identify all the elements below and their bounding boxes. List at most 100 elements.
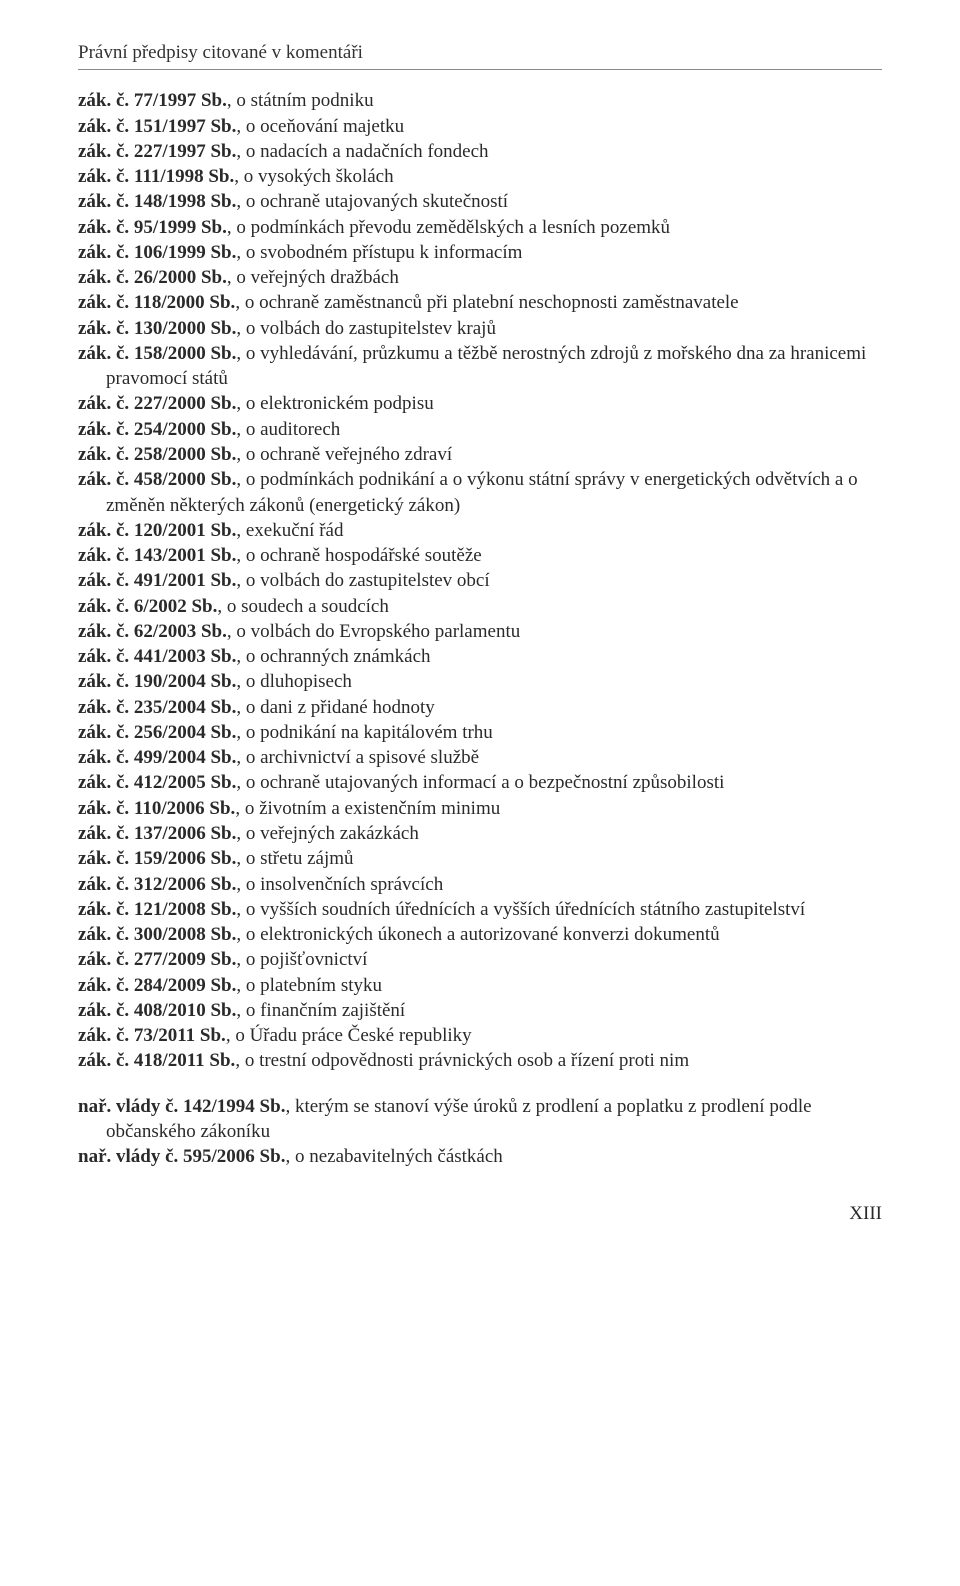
laws-desc: , o veřejných dražbách — [227, 267, 399, 288]
laws-entry: zák. č. 62/2003 Sb., o volbách do Evrops… — [78, 619, 882, 644]
laws-ref: zák. č. 73/2011 Sb. — [78, 1025, 226, 1046]
laws-entry: zák. č. 106/1999 Sb., o svobodném přístu… — [78, 240, 882, 265]
laws-entry: zák. č. 258/2000 Sb., o ochraně veřejnéh… — [78, 442, 882, 467]
laws-desc: , o vysokých školách — [234, 166, 393, 187]
laws-entry: zák. č. 26/2000 Sb., o veřejných dražbác… — [78, 265, 882, 290]
laws-entry: zák. č. 254/2000 Sb., o auditorech — [78, 417, 882, 442]
laws-ref: zák. č. 441/2003 Sb. — [78, 646, 236, 667]
page-number: XIII — [78, 1201, 882, 1226]
laws-entry: zák. č. 277/2009 Sb., o pojišťovnictví — [78, 947, 882, 972]
laws-ref: zák. č. 121/2008 Sb. — [78, 899, 236, 920]
laws-entry: zák. č. 190/2004 Sb., o dluhopisech — [78, 669, 882, 694]
laws-desc: , o ochranných známkách — [236, 646, 430, 667]
laws-desc: , o dluhopisech — [236, 671, 352, 692]
laws-ref: zák. č. 110/2006 Sb. — [78, 798, 235, 819]
laws-entry: zák. č. 121/2008 Sb., o vyšších soudních… — [78, 897, 882, 922]
laws-desc: , o ochraně utajovaných informací a o be… — [236, 772, 724, 793]
laws-desc: , o volbách do zastupitelstev krajů — [236, 318, 496, 339]
laws-ref: zák. č. 412/2005 Sb. — [78, 772, 236, 793]
laws-desc: , o veřejných zakázkách — [236, 823, 419, 844]
laws-ref: zák. č. 137/2006 Sb. — [78, 823, 236, 844]
decrees-entry: nař. vlády č. 595/2006 Sb., o nezabavite… — [78, 1144, 882, 1169]
laws-entry: zák. č. 148/1998 Sb., o ochraně utajovan… — [78, 189, 882, 214]
laws-ref: zák. č. 458/2000 Sb. — [78, 469, 236, 490]
laws-desc: , o insolvenčních správcích — [236, 874, 443, 895]
laws-desc: , o elektronických úkonech a autorizovan… — [236, 924, 719, 945]
decrees-ref: nař. vlády č. 142/1994 Sb. — [78, 1096, 285, 1117]
laws-ref: zák. č. 130/2000 Sb. — [78, 318, 236, 339]
laws-ref: zák. č. 158/2000 Sb. — [78, 343, 236, 364]
laws-desc: , exekuční řád — [236, 520, 343, 541]
laws-entry: zák. č. 227/1997 Sb., o nadacích a nadač… — [78, 139, 882, 164]
laws-entry: zák. č. 441/2003 Sb., o ochranných známk… — [78, 644, 882, 669]
laws-ref: zák. č. 284/2009 Sb. — [78, 975, 236, 996]
laws-entry: zák. č. 284/2009 Sb., o platebním styku — [78, 973, 882, 998]
laws-desc: , o auditorech — [236, 419, 340, 440]
laws-entry: zák. č. 159/2006 Sb., o střetu zájmů — [78, 846, 882, 871]
laws-desc: , o střetu zájmů — [236, 848, 353, 869]
laws-desc: , o podnikání na kapitálovém trhu — [236, 722, 492, 743]
laws-entry: zák. č. 412/2005 Sb., o ochraně utajovan… — [78, 770, 882, 795]
laws-ref: zák. č. 258/2000 Sb. — [78, 444, 236, 465]
laws-desc: , o archivnictví a spisové službě — [236, 747, 479, 768]
decrees-ref: nař. vlády č. 595/2006 Sb. — [78, 1146, 285, 1167]
laws-desc: , o ochraně zaměstnanců při platební nes… — [235, 292, 738, 313]
laws-ref: zák. č. 95/1999 Sb. — [78, 217, 227, 238]
laws-entry: zák. č. 77/1997 Sb., o státním podniku — [78, 88, 882, 113]
laws-entry: zák. č. 118/2000 Sb., o ochraně zaměstna… — [78, 290, 882, 315]
laws-desc: , o nadacích a nadačních fondech — [236, 141, 488, 162]
laws-desc: , o platebním styku — [236, 975, 382, 996]
laws-entry: zák. č. 256/2004 Sb., o podnikání na kap… — [78, 720, 882, 745]
laws-desc: , o svobodném přístupu k informacím — [236, 242, 522, 263]
laws-desc: , o volbách do Evropského parlamentu — [227, 621, 520, 642]
laws-desc: , o oceňování majetku — [236, 116, 404, 137]
laws-desc: , o soudech a soudcích — [217, 596, 388, 617]
laws-ref: zák. č. 300/2008 Sb. — [78, 924, 236, 945]
laws-desc: , o ochraně utajovaných skutečností — [236, 191, 508, 212]
laws-entry: zák. č. 130/2000 Sb., o volbách do zastu… — [78, 316, 882, 341]
laws-desc: , o pojišťovnictví — [236, 949, 367, 970]
laws-ref: zák. č. 26/2000 Sb. — [78, 267, 227, 288]
laws-entry: zák. č. 408/2010 Sb., o finančním zajišt… — [78, 998, 882, 1023]
laws-entry: zák. č. 95/1999 Sb., o podmínkách převod… — [78, 215, 882, 240]
laws-ref: zák. č. 499/2004 Sb. — [78, 747, 236, 768]
laws-ref: zák. č. 256/2004 Sb. — [78, 722, 236, 743]
laws-ref: zák. č. 190/2004 Sb. — [78, 671, 236, 692]
laws-ref: zák. č. 143/2001 Sb. — [78, 545, 236, 566]
decrees-list: nař. vlády č. 142/1994 Sb., kterým se st… — [78, 1094, 882, 1170]
laws-desc: , o státním podniku — [227, 90, 374, 111]
laws-ref: zák. č. 491/2001 Sb. — [78, 570, 236, 591]
laws-entry: zák. č. 6/2002 Sb., o soudech a soudcích — [78, 594, 882, 619]
laws-ref: zák. č. 312/2006 Sb. — [78, 874, 236, 895]
laws-ref: zák. č. 418/2011 Sb. — [78, 1050, 235, 1071]
laws-ref: zák. č. 235/2004 Sb. — [78, 697, 236, 718]
laws-ref: zák. č. 62/2003 Sb. — [78, 621, 227, 642]
laws-entry: zák. č. 312/2006 Sb., o insolvenčních sp… — [78, 872, 882, 897]
laws-desc: , o volbách do zastupitelstev obcí — [236, 570, 489, 591]
laws-ref: zák. č. 6/2002 Sb. — [78, 596, 217, 617]
decrees-entry: nař. vlády č. 142/1994 Sb., kterým se st… — [78, 1094, 882, 1145]
laws-ref: zák. č. 408/2010 Sb. — [78, 1000, 236, 1021]
laws-ref: zák. č. 227/1997 Sb. — [78, 141, 236, 162]
laws-desc: , o životním a existenčním minimu — [235, 798, 500, 819]
laws-list: zák. č. 77/1997 Sb., o státním podnikuzá… — [78, 88, 882, 1073]
laws-entry: zák. č. 418/2011 Sb., o trestní odpovědn… — [78, 1048, 882, 1073]
decrees-desc: , o nezabavitelných částkách — [285, 1146, 502, 1167]
laws-desc: , o ochraně veřejného zdraví — [236, 444, 452, 465]
laws-entry: zák. č. 491/2001 Sb., o volbách do zastu… — [78, 568, 882, 593]
laws-desc: , o elektronickém podpisu — [236, 393, 433, 414]
laws-ref: zák. č. 77/1997 Sb. — [78, 90, 227, 111]
laws-ref: zák. č. 118/2000 Sb. — [78, 292, 235, 313]
laws-desc: , o podmínkách převodu zemědělských a le… — [227, 217, 670, 238]
laws-entry: zák. č. 120/2001 Sb., exekuční řád — [78, 518, 882, 543]
laws-ref: zák. č. 111/1998 Sb. — [78, 166, 234, 187]
laws-entry: zák. č. 499/2004 Sb., o archivnictví a s… — [78, 745, 882, 770]
laws-entry: zák. č. 300/2008 Sb., o elektronických ú… — [78, 922, 882, 947]
laws-entry: zák. č. 73/2011 Sb., o Úřadu práce České… — [78, 1023, 882, 1048]
laws-entry: zák. č. 158/2000 Sb., o vyhledávání, prů… — [78, 341, 882, 392]
laws-entry: zák. č. 111/1998 Sb., o vysokých školách — [78, 164, 882, 189]
laws-entry: zák. č. 235/2004 Sb., o dani z přidané h… — [78, 695, 882, 720]
laws-ref: zák. č. 227/2000 Sb. — [78, 393, 236, 414]
laws-desc: , o finančním zajištění — [236, 1000, 405, 1021]
laws-entry: zák. č. 110/2006 Sb., o životním a exist… — [78, 796, 882, 821]
